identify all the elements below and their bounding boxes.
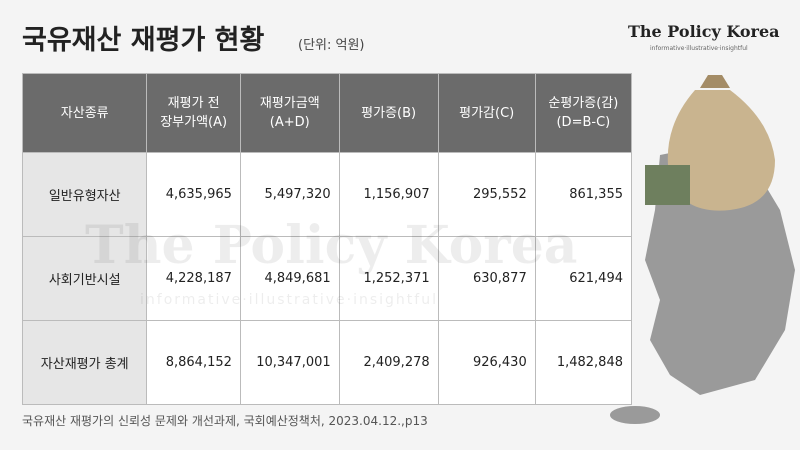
- table-cell: 자산재평가 총계: [21, 320, 148, 405]
- table-cell: 10,347,001: [239, 320, 340, 405]
- table-cell: 4,635,965: [146, 152, 241, 237]
- column-header: 순평가증(감) (D=B-C): [534, 73, 633, 153]
- table-cell: 4,228,187: [146, 236, 241, 321]
- table-cell: 5,497,320: [239, 152, 340, 237]
- column-header: 자산종류: [21, 73, 148, 153]
- tagline: informative·illustrative·insightful: [650, 45, 748, 52]
- table-row: 사회기반시설 4,228,187 4,849,681 1,252,371 630,877…: [21, 236, 633, 321]
- table-cell: 4,849,681: [239, 236, 340, 321]
- unit: (단위: 억원): [298, 38, 365, 53]
- column-header: 재평가 전 장부가액(A): [146, 73, 241, 153]
- table-cell: 295,552: [437, 152, 536, 237]
- table-cell: 사회기반시설: [21, 236, 148, 321]
- map-illustration: [610, 75, 795, 424]
- table-cell: 861,355: [534, 152, 633, 237]
- table-cell: 8,864,152: [146, 320, 241, 405]
- column-header: 평가증(B): [338, 73, 439, 153]
- table-cell: 1,156,907: [338, 152, 439, 237]
- column-header: 재평가금액 (A+D): [239, 73, 340, 153]
- table-cell: 1,252,371: [338, 236, 439, 321]
- watermark-tagline: informative·illustrative·insightful: [140, 292, 438, 308]
- table-cell: 630,877: [437, 236, 536, 321]
- brand: The Policy Korea: [628, 22, 780, 41]
- table: 자산종류 재평가 전 장부가액(A) 재평가금액 (A+D) 평가증(B) 평가감(C)…: [21, 73, 633, 405]
- table-cell: 1,482,848: [534, 320, 633, 405]
- table-row: 일반유형자산 4,635,965 5,497,320 1,156,907 295,552…: [21, 152, 633, 237]
- table-cell: 2,409,278: [338, 320, 439, 405]
- column-header: 평가감(C): [437, 73, 536, 153]
- source: 국유재산 재평가의 신뢰성 문제와 개선과제, 국회예산정책처, 2023.04…: [22, 414, 428, 428]
- table-cell: 일반유형자산: [21, 152, 148, 237]
- table-cell: 926,430: [437, 320, 536, 405]
- title: 국유재산 재평가 현황: [22, 25, 265, 56]
- table-cell: 621,494: [534, 236, 633, 321]
- table-row: 자산재평가 총계 8,864,152 10,347,001 2,409,278 926,…: [21, 320, 633, 405]
- watermark: The Policy Korea: [85, 215, 578, 276]
- header-row: 자산종류 재평가 전 장부가액(A) 재평가금액 (A+D) 평가증(B) 평가감(C)…: [21, 73, 633, 153]
